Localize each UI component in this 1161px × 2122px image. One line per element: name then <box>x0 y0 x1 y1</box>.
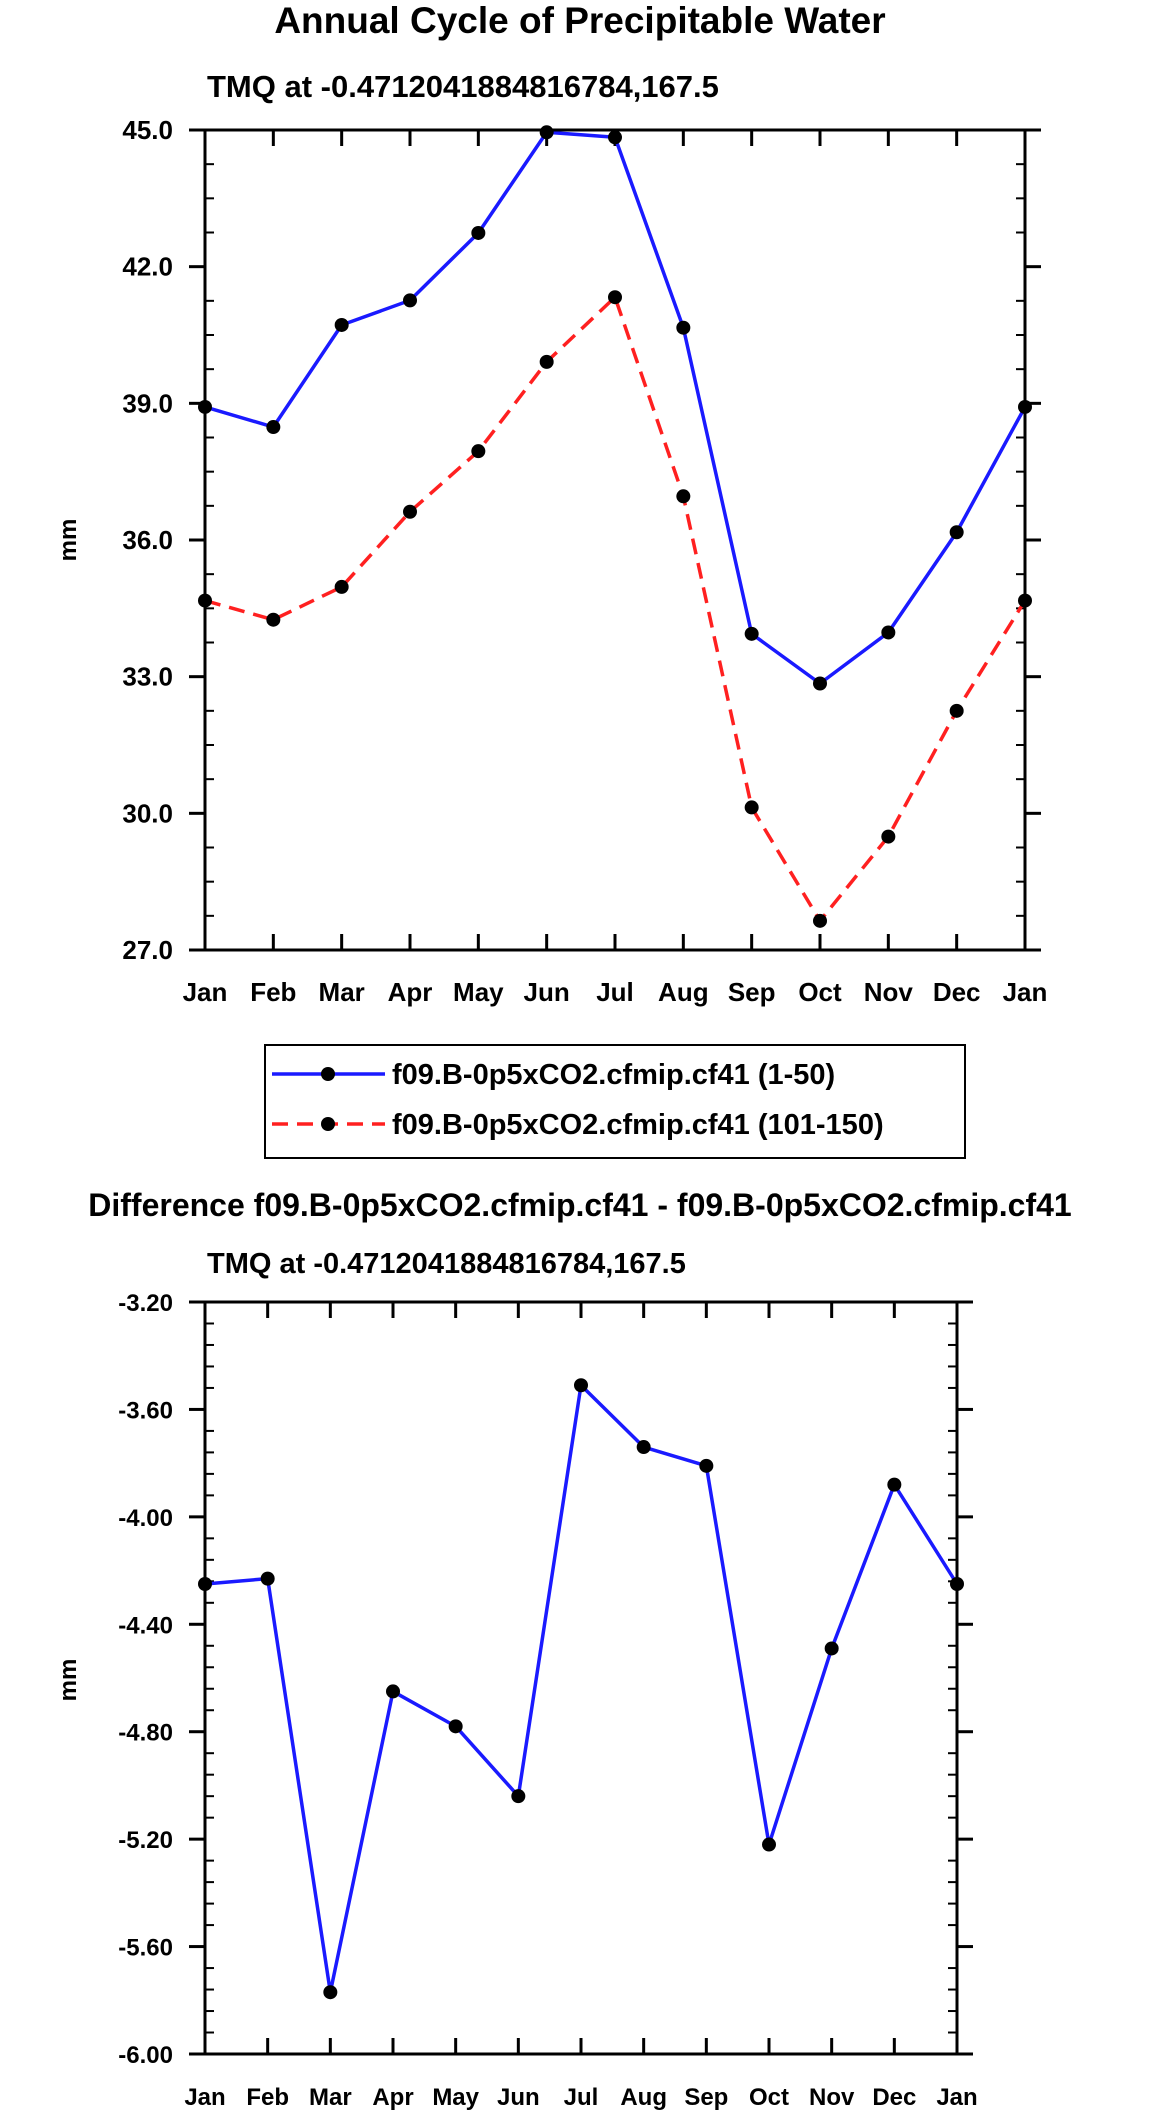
data-point <box>744 626 759 641</box>
series-line-1 <box>204 130 1027 686</box>
plot-frame <box>203 128 1027 952</box>
x-tick-label: Aug <box>658 977 709 1007</box>
data-point <box>323 1985 338 2000</box>
plot-frame <box>203 1300 959 2056</box>
data-point <box>511 1789 526 1804</box>
data-point <box>813 676 827 691</box>
data-point <box>608 130 622 145</box>
data-point <box>699 1458 714 1473</box>
x-tick-label: Jan <box>183 977 228 1007</box>
data-point <box>260 1571 275 1586</box>
y-tick-label: 33.0 <box>122 662 173 692</box>
data-point <box>887 1477 902 1492</box>
chart-subtitle: TMQ at -0.4712041884816784,167.5 <box>207 69 719 104</box>
legend-marker-series-2 <box>321 1117 335 1131</box>
data-point <box>471 225 486 240</box>
data-point <box>676 320 691 335</box>
data-point <box>403 504 417 519</box>
data-point <box>471 444 486 459</box>
data-point <box>762 1837 776 1852</box>
y-tick-label: 42.0 <box>122 252 173 282</box>
x-tick-label: Oct <box>798 977 842 1007</box>
x-tick-label: Sep <box>728 977 776 1007</box>
y-tick-label: -4.00 <box>118 1505 173 1532</box>
y-axis-label: mm <box>55 519 82 562</box>
data-point <box>539 354 554 369</box>
x-tick-label: Jul <box>596 977 634 1007</box>
legend-label-series-1: f09.B-0p5xCO2.cfmip.cf41 (1-50) <box>392 1059 835 1091</box>
y-tick-label: -6.00 <box>118 2042 173 2069</box>
difference-panel: Difference f09.B-0p5xCO2.cfmip.cf41 - f0… <box>55 1187 1072 2111</box>
legend-label-series-2: f09.B-0p5xCO2.cfmip.cf41 (101-150) <box>392 1109 884 1141</box>
x-tick-label: Sep <box>684 2084 728 2111</box>
x-tick-label: Jun <box>524 977 570 1007</box>
data-point <box>824 1641 839 1656</box>
legend-marker-series-1 <box>321 1067 335 1081</box>
data-point <box>539 125 554 140</box>
x-tick-label: Dec <box>872 2084 916 2111</box>
chart-title: Difference f09.B-0p5xCO2.cfmip.cf41 - f0… <box>88 1187 1071 1223</box>
x-tick-label: Jul <box>564 2084 599 2111</box>
x-tick-label: Mar <box>319 977 365 1007</box>
y-tick-label: 27.0 <box>122 935 173 965</box>
data-point <box>386 1684 400 1699</box>
y-tick-label: -5.20 <box>118 1827 173 1854</box>
x-tick-label: Oct <box>749 2084 789 2111</box>
x-tick-label: Nov <box>809 2084 855 2111</box>
x-tick-label: Apr <box>388 977 433 1007</box>
y-tick-label: 45.0 <box>122 115 173 145</box>
x-tick-label: Jan <box>1003 977 1048 1007</box>
legend-box <box>264 1044 966 1159</box>
x-tick-label: Jan <box>184 2084 225 2111</box>
data-point <box>676 489 691 504</box>
data-point <box>881 829 896 844</box>
data-point <box>608 290 622 305</box>
data-point <box>744 800 759 815</box>
y-tick-label: -5.60 <box>118 1935 173 1962</box>
x-tick-label: Jan <box>936 2084 977 2111</box>
y-tick-label: -4.40 <box>118 1612 173 1639</box>
data-point <box>949 525 964 540</box>
y-axis-label: mm <box>55 1659 82 1702</box>
x-tick-label: Nov <box>864 977 914 1007</box>
data-point <box>881 625 896 640</box>
data-point <box>949 703 964 718</box>
chart-subtitle: TMQ at -0.4712041884816784,167.5 <box>207 1248 686 1280</box>
x-tick-label: Aug <box>620 2084 667 2111</box>
x-tick-label: Mar <box>309 2084 352 2111</box>
data-point <box>334 317 349 332</box>
x-tick-label: Feb <box>250 977 296 1007</box>
x-tick-label: May <box>453 977 504 1007</box>
x-tick-label: May <box>432 2084 479 2111</box>
annual-cycle-panel: Annual Cycle of Precipitable Water TMQ a… <box>55 0 1047 1007</box>
data-point <box>266 420 281 435</box>
y-tick-label: 30.0 <box>122 798 173 828</box>
data-point <box>636 1440 651 1455</box>
series-line-1 <box>204 1383 959 1994</box>
data-point <box>574 1378 588 1393</box>
legend: f09.B-0p5xCO2.cfmip.cf41 (1-50) f09.B-0p… <box>264 1044 966 1159</box>
y-tick-label: -4.80 <box>118 1720 173 1747</box>
y-tick-label: 36.0 <box>122 525 173 555</box>
data-point <box>266 612 281 627</box>
data-point <box>403 293 417 308</box>
chart-title: Annual Cycle of Precipitable Water <box>274 0 885 41</box>
x-tick-label: Dec <box>933 977 981 1007</box>
data-point <box>813 913 827 928</box>
data-point <box>334 579 349 594</box>
y-tick-label: -3.60 <box>118 1397 173 1424</box>
data-point <box>448 1719 463 1734</box>
y-tick-label: -3.20 <box>118 1290 173 1317</box>
series-line-2 <box>204 295 1027 923</box>
x-tick-label: Jun <box>497 2084 540 2111</box>
x-tick-label: Apr <box>372 2084 413 2111</box>
y-tick-label: 39.0 <box>122 388 173 418</box>
x-tick-label: Feb <box>246 2084 289 2111</box>
